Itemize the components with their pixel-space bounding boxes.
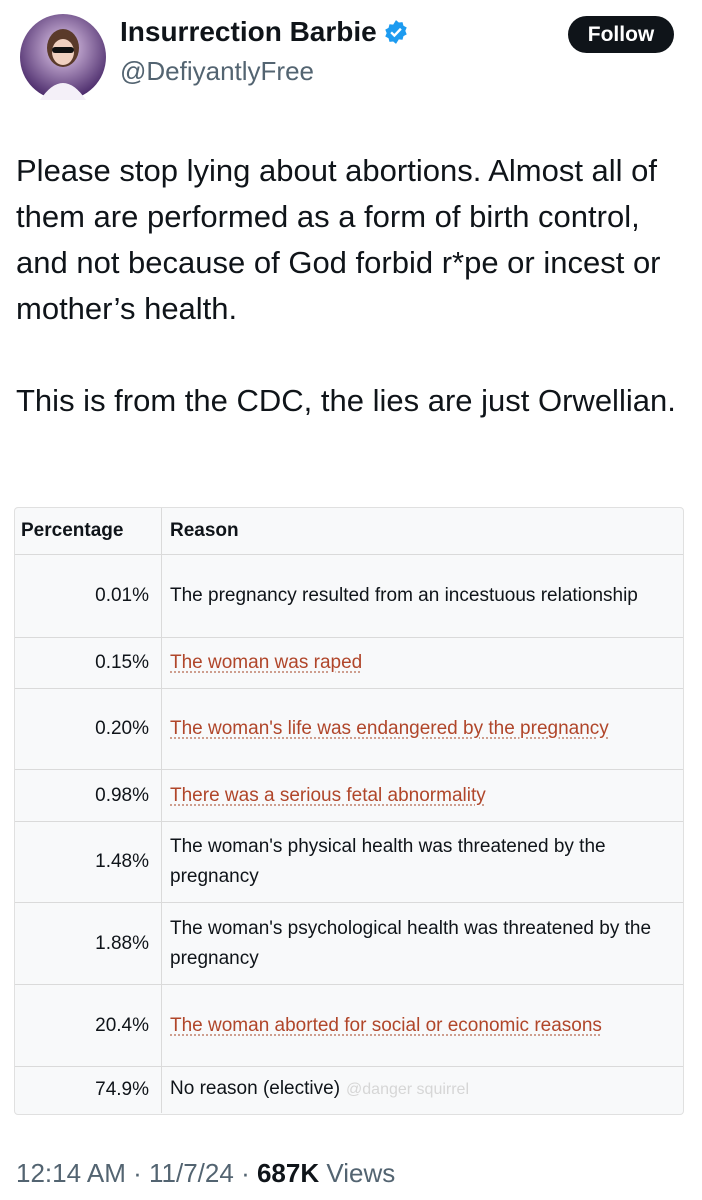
reason-link[interactable]: The woman aborted for social or economic… bbox=[170, 1014, 602, 1036]
percentage: 0.01% bbox=[15, 554, 162, 638]
table-image[interactable]: Percentage Reason 0.01% The pregnancy resu… bbox=[14, 507, 684, 1115]
reason-cell: The woman's life was endangered by the p… bbox=[161, 688, 683, 770]
reason: The pregnancy resulted from an incestuou… bbox=[161, 554, 683, 638]
reason-link[interactable]: There was a serious fetal abnormality bbox=[170, 784, 486, 806]
percentage: 74.9% bbox=[15, 1066, 162, 1113]
column-header: Percentage bbox=[15, 508, 162, 555]
time[interactable]: 12:14 AM bbox=[16, 1158, 126, 1188]
reason-cell: There was a serious fetal abnormality bbox=[161, 769, 683, 822]
paragraph: This is from the CDC, the lies are just … bbox=[16, 383, 676, 418]
reason-cell: The woman aborted for social or economic… bbox=[161, 984, 683, 1067]
percentage: 1.48% bbox=[15, 821, 162, 903]
reason: No reason (elective) bbox=[170, 1078, 341, 1100]
separator: · bbox=[241, 1158, 250, 1188]
avatar[interactable] bbox=[20, 14, 106, 100]
views-count: 687K bbox=[256, 1158, 320, 1188]
name-text: Insurrection Barbie bbox=[120, 16, 377, 47]
reason-cell: No reason (elective) @danger squirrel bbox=[162, 1067, 684, 1113]
display-name[interactable]: Insurrection Barbie bbox=[120, 16, 409, 48]
table: Percentage Reason 0.01% The pregnancy resu… bbox=[15, 508, 683, 1113]
reason-cell: The woman was raped bbox=[161, 637, 683, 689]
reason: The woman's physical health was threaten… bbox=[161, 821, 683, 903]
views-label: Views bbox=[326, 1158, 396, 1188]
percentage: 0.98% bbox=[15, 769, 162, 822]
percentage: 1.88% bbox=[15, 902, 162, 985]
separator: · bbox=[133, 1158, 142, 1188]
follow-button[interactable]: Follow bbox=[568, 16, 674, 53]
post-meta: 12:14 AM · 11/7/24 · 687K Views bbox=[16, 1158, 395, 1189]
percentage: 0.15% bbox=[15, 637, 162, 689]
column-header: Reason bbox=[161, 508, 683, 555]
paragraph: Please stop lying about abortions. Almos… bbox=[16, 153, 661, 326]
percentage: 20.4% bbox=[15, 984, 162, 1067]
verified-badge bbox=[385, 20, 407, 44]
date[interactable]: 11/7/24 bbox=[149, 1158, 234, 1188]
reason-link[interactable]: The woman was raped bbox=[170, 652, 363, 673]
reason-link[interactable]: The woman's life was endangered by the p… bbox=[170, 718, 609, 739]
percentage: 0.20% bbox=[15, 688, 162, 770]
post-text: Please stop lying about abortions. Almos… bbox=[16, 148, 686, 470]
reason: The woman's psychological health was thr… bbox=[161, 902, 683, 985]
watermark: @danger squirrel bbox=[346, 1081, 469, 1099]
handle[interactable]: @DefiyantlyFree bbox=[120, 56, 315, 86]
